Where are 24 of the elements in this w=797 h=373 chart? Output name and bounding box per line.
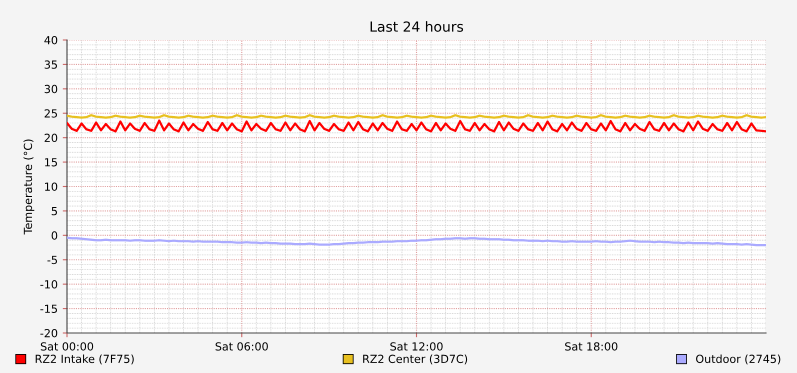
legend-label: RZ2 Center (3D7C)	[363, 354, 468, 364]
y-tick-label: 35	[44, 60, 57, 69]
legend-label: Outdoor (2745)	[696, 354, 780, 364]
x-tick-label: Sat 12:00	[390, 342, 443, 351]
chart-title: Last 24 hours	[370, 21, 464, 32]
y-tick-label: 40	[44, 36, 58, 44]
y-tick-label: 20	[44, 134, 58, 142]
y-tick-label: 15	[45, 158, 57, 166]
y-axis-title: Temperature (°C)	[24, 140, 34, 234]
y-tick-label: 0	[52, 231, 58, 240]
legend-label: RZ2 Intake (7F75)	[36, 354, 134, 364]
y-tick-label: -20	[40, 328, 58, 338]
x-tick-label: Sat 00:00	[40, 342, 94, 351]
x-tick-label: Sat 06:00	[216, 342, 268, 351]
y-tick-label: -5	[47, 256, 57, 264]
y-tick-label: 10	[45, 182, 58, 191]
x-tick-label: Sat 18:00	[565, 342, 618, 351]
line-series	[67, 119, 766, 132]
y-tick-label: 25	[44, 109, 57, 118]
y-tick-label: 30	[44, 84, 58, 94]
y-tick-label: -15	[40, 304, 57, 313]
y-tick-label: -10	[40, 280, 58, 289]
line-series	[67, 236, 766, 246]
y-tick-label: 5	[52, 207, 57, 216]
